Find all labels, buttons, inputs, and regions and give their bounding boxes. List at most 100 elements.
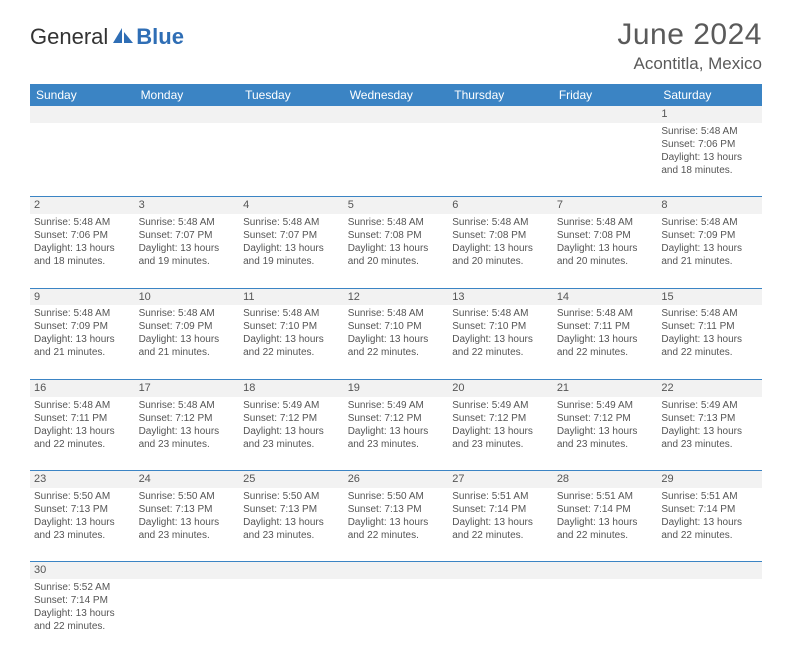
day-cell: Sunrise: 5:48 AMSunset: 7:09 PMDaylight:… xyxy=(30,305,135,379)
sunset-text: Sunset: 7:07 PM xyxy=(139,229,236,242)
day-cell: Sunrise: 5:48 AMSunset: 7:12 PMDaylight:… xyxy=(135,397,240,471)
weekday-header: Friday xyxy=(553,84,658,106)
day-info: Sunrise: 5:50 AMSunset: 7:13 PMDaylight:… xyxy=(348,490,445,542)
sunset-text: Sunset: 7:09 PM xyxy=(661,229,758,242)
day-cell: Sunrise: 5:48 AMSunset: 7:08 PMDaylight:… xyxy=(344,214,449,288)
day-info: Sunrise: 5:48 AMSunset: 7:11 PMDaylight:… xyxy=(557,307,654,359)
daylight-text: Daylight: 13 hours xyxy=(452,333,549,346)
day-info: Sunrise: 5:48 AMSunset: 7:07 PMDaylight:… xyxy=(139,216,236,268)
daylight-text: Daylight: 13 hours xyxy=(557,516,654,529)
sunrise-text: Sunrise: 5:48 AM xyxy=(34,307,131,320)
daylight-text-2: and 21 minutes. xyxy=(34,346,131,359)
day-cell xyxy=(135,123,240,197)
sunset-text: Sunset: 7:12 PM xyxy=(139,412,236,425)
daylight-text: Daylight: 13 hours xyxy=(243,333,340,346)
logo-text-a: General xyxy=(30,24,108,50)
sunrise-text: Sunrise: 5:51 AM xyxy=(557,490,654,503)
day-number-row: 2345678 xyxy=(30,197,762,214)
sunrise-text: Sunrise: 5:49 AM xyxy=(661,399,758,412)
daylight-text-2: and 18 minutes. xyxy=(34,255,131,268)
day-number-cell: 20 xyxy=(448,379,553,396)
daylight-text-2: and 23 minutes. xyxy=(34,529,131,542)
sunrise-text: Sunrise: 5:48 AM xyxy=(139,307,236,320)
daylight-text-2: and 20 minutes. xyxy=(348,255,445,268)
sunset-text: Sunset: 7:09 PM xyxy=(34,320,131,333)
weekday-header: Sunday xyxy=(30,84,135,106)
daylight-text: Daylight: 13 hours xyxy=(348,242,445,255)
day-number-cell xyxy=(553,106,658,123)
day-number-cell: 9 xyxy=(30,288,135,305)
day-info: Sunrise: 5:48 AMSunset: 7:06 PMDaylight:… xyxy=(661,125,758,177)
sunrise-text: Sunrise: 5:49 AM xyxy=(348,399,445,412)
daylight-text-2: and 23 minutes. xyxy=(348,438,445,451)
day-info: Sunrise: 5:48 AMSunset: 7:08 PMDaylight:… xyxy=(348,216,445,268)
day-cell: Sunrise: 5:49 AMSunset: 7:13 PMDaylight:… xyxy=(657,397,762,471)
day-info: Sunrise: 5:49 AMSunset: 7:13 PMDaylight:… xyxy=(661,399,758,451)
day-number-cell: 26 xyxy=(344,471,449,488)
day-cell: Sunrise: 5:49 AMSunset: 7:12 PMDaylight:… xyxy=(239,397,344,471)
day-number-cell: 23 xyxy=(30,471,135,488)
day-cell xyxy=(553,579,658,653)
daylight-text-2: and 22 minutes. xyxy=(452,346,549,359)
day-info: Sunrise: 5:50 AMSunset: 7:13 PMDaylight:… xyxy=(139,490,236,542)
sunrise-text: Sunrise: 5:48 AM xyxy=(34,399,131,412)
day-number-cell: 29 xyxy=(657,471,762,488)
day-info: Sunrise: 5:48 AMSunset: 7:10 PMDaylight:… xyxy=(243,307,340,359)
daylight-text-2: and 22 minutes. xyxy=(452,529,549,542)
daylight-text-2: and 23 minutes. xyxy=(243,438,340,451)
day-number-cell: 24 xyxy=(135,471,240,488)
day-number-cell: 15 xyxy=(657,288,762,305)
sunrise-text: Sunrise: 5:48 AM xyxy=(348,307,445,320)
sunrise-text: Sunrise: 5:48 AM xyxy=(139,399,236,412)
daylight-text-2: and 22 minutes. xyxy=(34,438,131,451)
daylight-text: Daylight: 13 hours xyxy=(139,425,236,438)
sunrise-text: Sunrise: 5:51 AM xyxy=(661,490,758,503)
day-info: Sunrise: 5:48 AMSunset: 7:08 PMDaylight:… xyxy=(557,216,654,268)
day-number-cell: 1 xyxy=(657,106,762,123)
daylight-text: Daylight: 13 hours xyxy=(452,242,549,255)
day-number-row: 30 xyxy=(30,562,762,579)
daylight-text: Daylight: 13 hours xyxy=(557,242,654,255)
sunset-text: Sunset: 7:14 PM xyxy=(452,503,549,516)
daylight-text: Daylight: 13 hours xyxy=(139,333,236,346)
daylight-text: Daylight: 13 hours xyxy=(139,516,236,529)
daylight-text-2: and 22 minutes. xyxy=(348,346,445,359)
day-cell: Sunrise: 5:49 AMSunset: 7:12 PMDaylight:… xyxy=(553,397,658,471)
daylight-text: Daylight: 13 hours xyxy=(661,151,758,164)
day-number-cell: 27 xyxy=(448,471,553,488)
sunrise-text: Sunrise: 5:48 AM xyxy=(243,307,340,320)
day-cell: Sunrise: 5:50 AMSunset: 7:13 PMDaylight:… xyxy=(135,488,240,562)
daylight-text: Daylight: 13 hours xyxy=(34,425,131,438)
sunset-text: Sunset: 7:08 PM xyxy=(557,229,654,242)
sunrise-text: Sunrise: 5:48 AM xyxy=(243,216,340,229)
day-number-cell: 28 xyxy=(553,471,658,488)
day-number-row: 16171819202122 xyxy=(30,379,762,396)
day-number-cell xyxy=(344,106,449,123)
daylight-text-2: and 23 minutes. xyxy=(139,529,236,542)
day-info: Sunrise: 5:48 AMSunset: 7:09 PMDaylight:… xyxy=(139,307,236,359)
sunrise-text: Sunrise: 5:51 AM xyxy=(452,490,549,503)
sunset-text: Sunset: 7:13 PM xyxy=(661,412,758,425)
sunrise-text: Sunrise: 5:48 AM xyxy=(348,216,445,229)
day-number-cell: 25 xyxy=(239,471,344,488)
day-info: Sunrise: 5:49 AMSunset: 7:12 PMDaylight:… xyxy=(348,399,445,451)
day-info: Sunrise: 5:48 AMSunset: 7:08 PMDaylight:… xyxy=(452,216,549,268)
sunset-text: Sunset: 7:14 PM xyxy=(34,594,131,607)
sunset-text: Sunset: 7:09 PM xyxy=(139,320,236,333)
week-row: Sunrise: 5:48 AMSunset: 7:09 PMDaylight:… xyxy=(30,305,762,379)
day-cell: Sunrise: 5:52 AMSunset: 7:14 PMDaylight:… xyxy=(30,579,135,653)
day-number-cell: 13 xyxy=(448,288,553,305)
day-cell: Sunrise: 5:48 AMSunset: 7:07 PMDaylight:… xyxy=(135,214,240,288)
logo-text-b: Blue xyxy=(136,24,184,50)
day-number-cell xyxy=(30,106,135,123)
daylight-text: Daylight: 13 hours xyxy=(661,516,758,529)
day-number-cell: 5 xyxy=(344,197,449,214)
daylight-text-2: and 21 minutes. xyxy=(139,346,236,359)
sunset-text: Sunset: 7:14 PM xyxy=(557,503,654,516)
day-cell: Sunrise: 5:50 AMSunset: 7:13 PMDaylight:… xyxy=(344,488,449,562)
day-number-cell xyxy=(135,106,240,123)
day-number-row: 1 xyxy=(30,106,762,123)
day-cell xyxy=(448,579,553,653)
day-number-cell: 7 xyxy=(553,197,658,214)
day-cell: Sunrise: 5:48 AMSunset: 7:09 PMDaylight:… xyxy=(657,214,762,288)
